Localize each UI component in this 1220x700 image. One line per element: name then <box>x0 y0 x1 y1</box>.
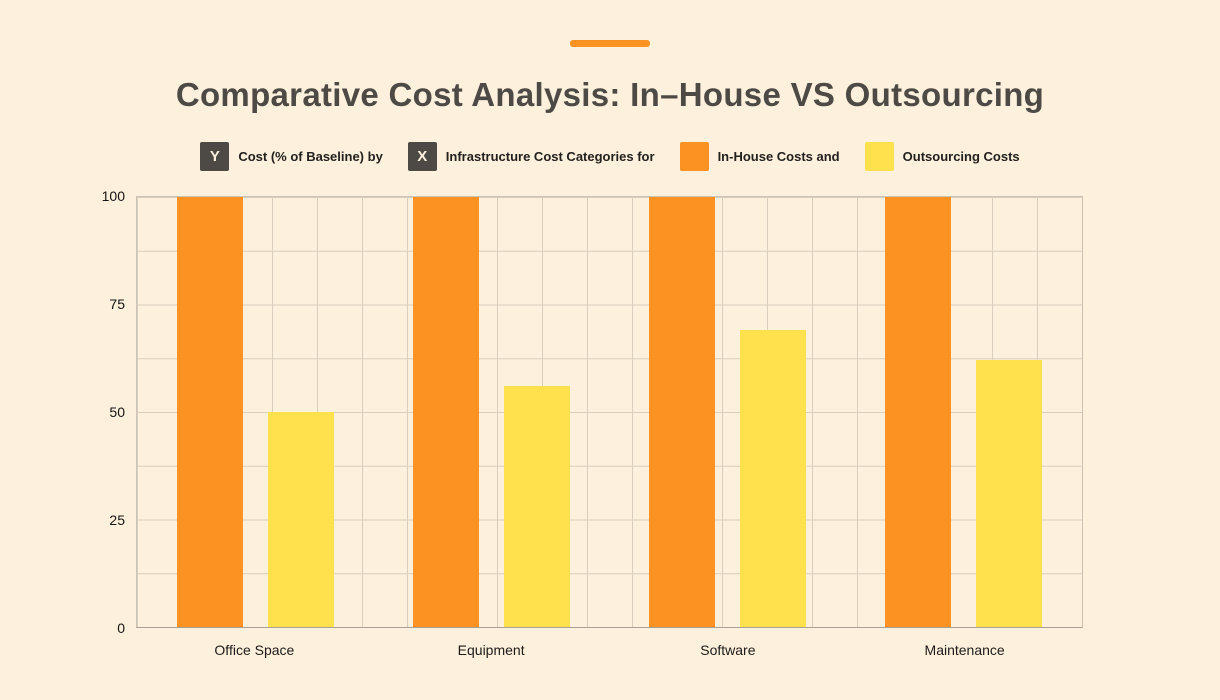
legend-item-inhouse: In-House Costs and <box>679 142 840 171</box>
y-tick-50: 50 <box>109 404 125 420</box>
bar-groups <box>137 197 1082 627</box>
accent-dash <box>570 40 650 47</box>
y-axis: 100 75 50 25 0 <box>55 188 125 636</box>
bar-outsourcing-maintenance <box>976 360 1043 627</box>
y-axis-legend-label: Cost (% of Baseline) by <box>238 149 383 164</box>
plot-area <box>136 196 1083 628</box>
inhouse-legend-label: In-House Costs and <box>717 149 840 164</box>
bar-inhouse-maintenance <box>885 197 952 627</box>
y-tick-75: 75 <box>109 296 125 312</box>
x-label-software: Software <box>700 642 756 658</box>
x-axis-swatch-icon: X <box>407 142 437 171</box>
outsourcing-swatch-icon <box>864 142 894 171</box>
bar-inhouse-software <box>649 197 716 627</box>
y-tick-0: 0 <box>117 620 125 636</box>
bar-group-office-space <box>137 197 373 627</box>
x-axis: Office Space Equipment Software Maintena… <box>136 642 1083 658</box>
bar-group-maintenance <box>846 197 1082 627</box>
x-label-equipment: Equipment <box>457 642 525 658</box>
legend-item-y-axis: Y Cost (% of Baseline) by <box>200 142 383 171</box>
bar-outsourcing-software <box>740 330 807 627</box>
y-tick-100: 100 <box>101 188 125 204</box>
chart-title: Comparative Cost Analysis: In–House VS O… <box>175 76 1045 113</box>
x-label-office-space: Office Space <box>214 642 295 658</box>
inhouse-swatch-icon <box>679 142 709 171</box>
bar-group-equipment <box>373 197 609 627</box>
outsourcing-legend-label: Outsourcing Costs <box>902 149 1020 164</box>
bar-outsourcing-equipment <box>503 386 570 627</box>
y-tick-25: 25 <box>109 512 125 528</box>
y-axis-swatch-icon: Y <box>200 142 230 171</box>
x-axis-legend-label: Infrastructure Cost Categories for <box>445 149 655 164</box>
x-label-maintenance: Maintenance <box>924 642 1005 658</box>
bar-outsourcing-office-space <box>267 412 334 627</box>
legend-item-outsourcing: Outsourcing Costs <box>864 142 1020 171</box>
bar-inhouse-equipment <box>412 197 479 627</box>
legend-item-x-axis: X Infrastructure Cost Categories for <box>407 142 655 171</box>
bar-group-software <box>610 197 846 627</box>
legend: Y Cost (% of Baseline) by X Infrastructu… <box>0 142 1220 171</box>
bar-inhouse-office-space <box>176 197 243 627</box>
